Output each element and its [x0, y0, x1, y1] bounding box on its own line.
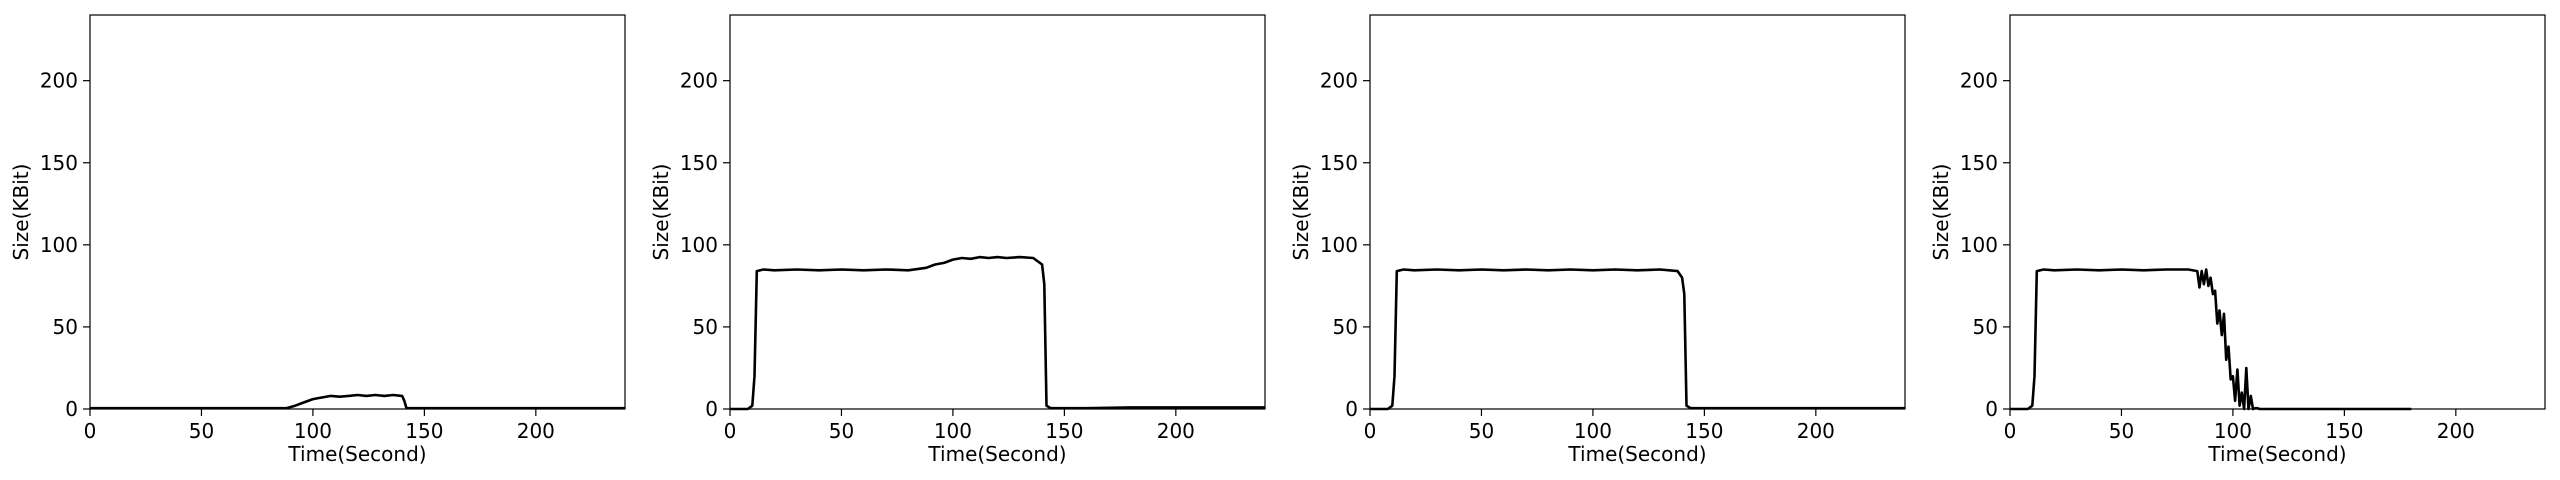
series-line [2010, 268, 2412, 411]
x-tick-label: 150 [2325, 419, 2363, 443]
y-tick-label: 100 [1960, 233, 1998, 257]
y-tick-label: 50 [53, 315, 78, 339]
x-tick-label: 150 [1685, 419, 1723, 443]
y-axis-label: Size(KBit) [1289, 164, 1313, 261]
y-tick-label: 200 [40, 69, 78, 93]
y-axis-label: Size(KBit) [1929, 164, 1953, 261]
x-tick-label: 100 [934, 419, 972, 443]
x-tick-label: 0 [84, 419, 97, 443]
x-tick-label: 50 [2109, 419, 2134, 443]
y-tick-label: 100 [680, 233, 718, 257]
y-tick-label: 50 [1973, 315, 1998, 339]
x-tick-label: 0 [1364, 419, 1377, 443]
x-tick-label: 50 [1469, 419, 1494, 443]
y-tick-label: 0 [705, 397, 718, 421]
y-tick-label: 200 [1960, 69, 1998, 93]
x-axis-label: Time(Second) [287, 442, 426, 466]
x-tick-label: 200 [2437, 419, 2475, 443]
y-tick-label: 100 [1320, 233, 1358, 257]
plot-frame [89, 14, 626, 410]
plot-frame [2009, 14, 2546, 410]
x-tick-label: 100 [1574, 419, 1612, 443]
x-tick-label: 150 [1045, 419, 1083, 443]
x-tick-label: 50 [189, 419, 214, 443]
chart-panel-4: 0 50 100 150 200 0 50 100 150 200 Time(Second) Size… [1929, 14, 2546, 466]
y-tick-label: 200 [1320, 69, 1358, 93]
y-tick-label: 50 [693, 315, 718, 339]
y-tick-label: 0 [1985, 397, 1998, 421]
y-tick-label: 200 [680, 69, 718, 93]
y-tick-label: 150 [1960, 151, 1998, 175]
x-axis-label: Time(Second) [2207, 442, 2346, 466]
x-tick-label: 50 [829, 419, 854, 443]
y-tick-label: 150 [1320, 151, 1358, 175]
chart-panel-1: 0 50 100 150 200 0 50 100 150 200 Time(Second) Size… [9, 14, 626, 466]
y-tick-label: 100 [40, 233, 78, 257]
plot-frame [1369, 14, 1906, 410]
y-tick-label: 150 [680, 151, 718, 175]
x-axis-label: Time(Second) [927, 442, 1066, 466]
y-tick-label: 0 [65, 397, 78, 421]
x-tick-label: 0 [2004, 419, 2017, 443]
x-tick-label: 200 [1157, 419, 1195, 443]
series-line [730, 255, 1265, 411]
y-tick-label: 50 [1333, 315, 1358, 339]
series-line [90, 393, 625, 410]
x-tick-label: 150 [405, 419, 443, 443]
plot-frame [729, 14, 1266, 410]
x-tick-label: 200 [517, 419, 555, 443]
series-line [1370, 268, 1905, 411]
y-axis-label: Size(KBit) [649, 164, 673, 261]
y-tick-label: 0 [1345, 397, 1358, 421]
x-tick-label: 0 [724, 419, 737, 443]
chart-panel-3: 0 50 100 150 200 0 50 100 150 200 Time(Second) Size… [1289, 14, 1906, 466]
x-tick-label: 100 [2214, 419, 2252, 443]
y-tick-label: 150 [40, 151, 78, 175]
x-tick-label: 200 [1797, 419, 1835, 443]
y-axis-label: Size(KBit) [9, 164, 33, 261]
chart-panel-2: 0 50 100 150 200 0 50 100 150 200 Time(Second) Size… [649, 14, 1266, 466]
x-axis-label: Time(Second) [1567, 442, 1706, 466]
x-tick-label: 100 [294, 419, 332, 443]
